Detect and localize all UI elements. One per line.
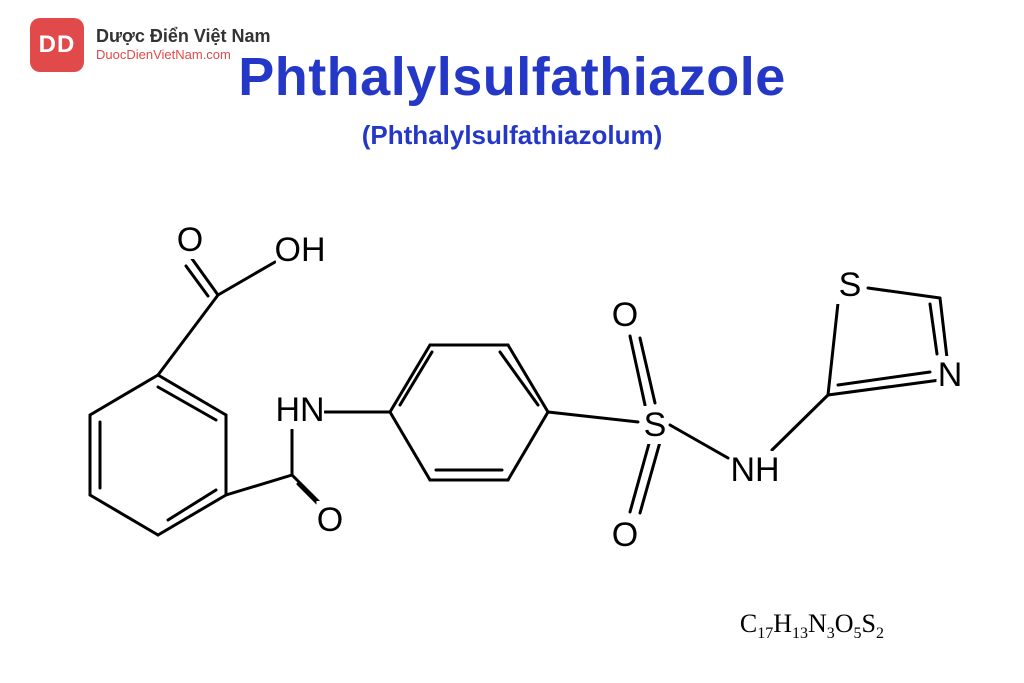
- svg-text:O: O: [177, 221, 203, 259]
- logo-main-text: Dược Điển Việt Nam: [96, 27, 271, 47]
- compound-subtitle: (Phthalylsulfathiazolum): [0, 120, 1024, 151]
- svg-text:N: N: [938, 356, 963, 394]
- svg-text:NH: NH: [730, 451, 779, 489]
- svg-text:O: O: [612, 296, 638, 334]
- svg-text:O: O: [317, 501, 343, 539]
- svg-text:S: S: [644, 406, 667, 444]
- compound-title: Phthalylsulfathiazole: [0, 46, 1024, 108]
- svg-text:HN: HN: [275, 391, 324, 429]
- molecular-formula: C17H13N3O5S2: [740, 609, 884, 643]
- svg-text:S: S: [839, 266, 862, 304]
- svg-text:O: O: [612, 516, 638, 554]
- chemical-structure: O OH HN O O O S NH S N: [30, 190, 990, 590]
- svg-text:OH: OH: [275, 231, 326, 269]
